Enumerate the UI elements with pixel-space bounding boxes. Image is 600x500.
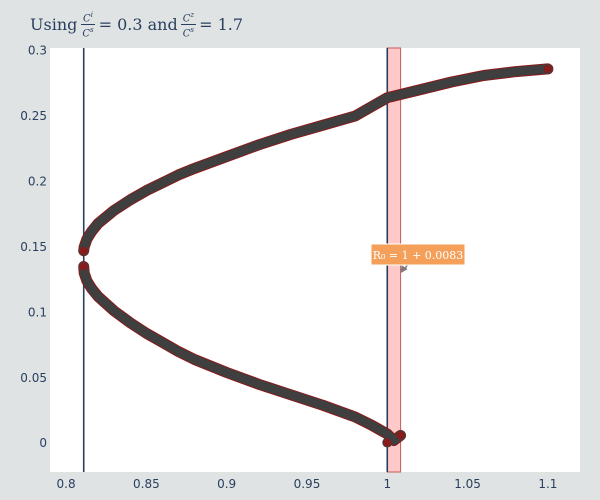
y-tick-label: 0.05 [20,371,47,385]
highlight-point-2 [542,63,553,74]
y-tick-label: 0.25 [20,109,47,123]
y-tick-label: 0.1 [28,305,47,319]
highlight-point-4 [382,437,393,448]
annotation-arrowhead [400,265,408,274]
frac1-den: C [82,28,91,40]
y-tick-label: 0.15 [20,240,47,254]
x-tick-label: 1.1 [538,477,557,491]
chart-title: Using Ci Cs = 0.3 and Cz Cs = 1.7 [30,10,243,40]
annotation-box [370,243,466,266]
frac1-num: C [83,13,91,25]
x-tick-label: 0.9 [217,477,236,491]
title-fraction-1: Ci Cs [80,10,95,40]
x-tick-label: 0.95 [294,477,321,491]
series-line-0 [79,64,553,256]
x-tick-label: 1 [383,477,391,491]
highlight-point-3 [395,430,406,441]
frac1-den-sup: s [90,26,94,35]
x-tick-label: 0.85 [133,477,160,491]
x-tick-label: 1.05 [454,477,481,491]
title-fraction-2: Cz Cs [180,10,197,40]
highlight-point-0 [78,245,89,256]
frac2-num-sup: z [190,11,195,19]
title-prefix: Using [30,15,78,35]
y-tick-label: 0 [39,436,47,450]
frac2-den-sup: s [190,26,195,35]
series-line-1 [79,262,406,446]
title-suffix: = 1.7 [199,15,244,35]
frac2-den: C [182,28,191,40]
annotation-label: R₀ = 1 + 0.0083 [373,249,464,262]
frac2-num: C [182,13,191,25]
title-mid: = 0.3 and [98,15,178,35]
y-tick-label: 0.2 [28,174,47,188]
x-tick-label: 0.8 [57,477,76,491]
frac1-num-sup: i [90,11,93,19]
y-tick-label: 0.3 [28,44,47,58]
highlight-point-1 [78,261,89,272]
